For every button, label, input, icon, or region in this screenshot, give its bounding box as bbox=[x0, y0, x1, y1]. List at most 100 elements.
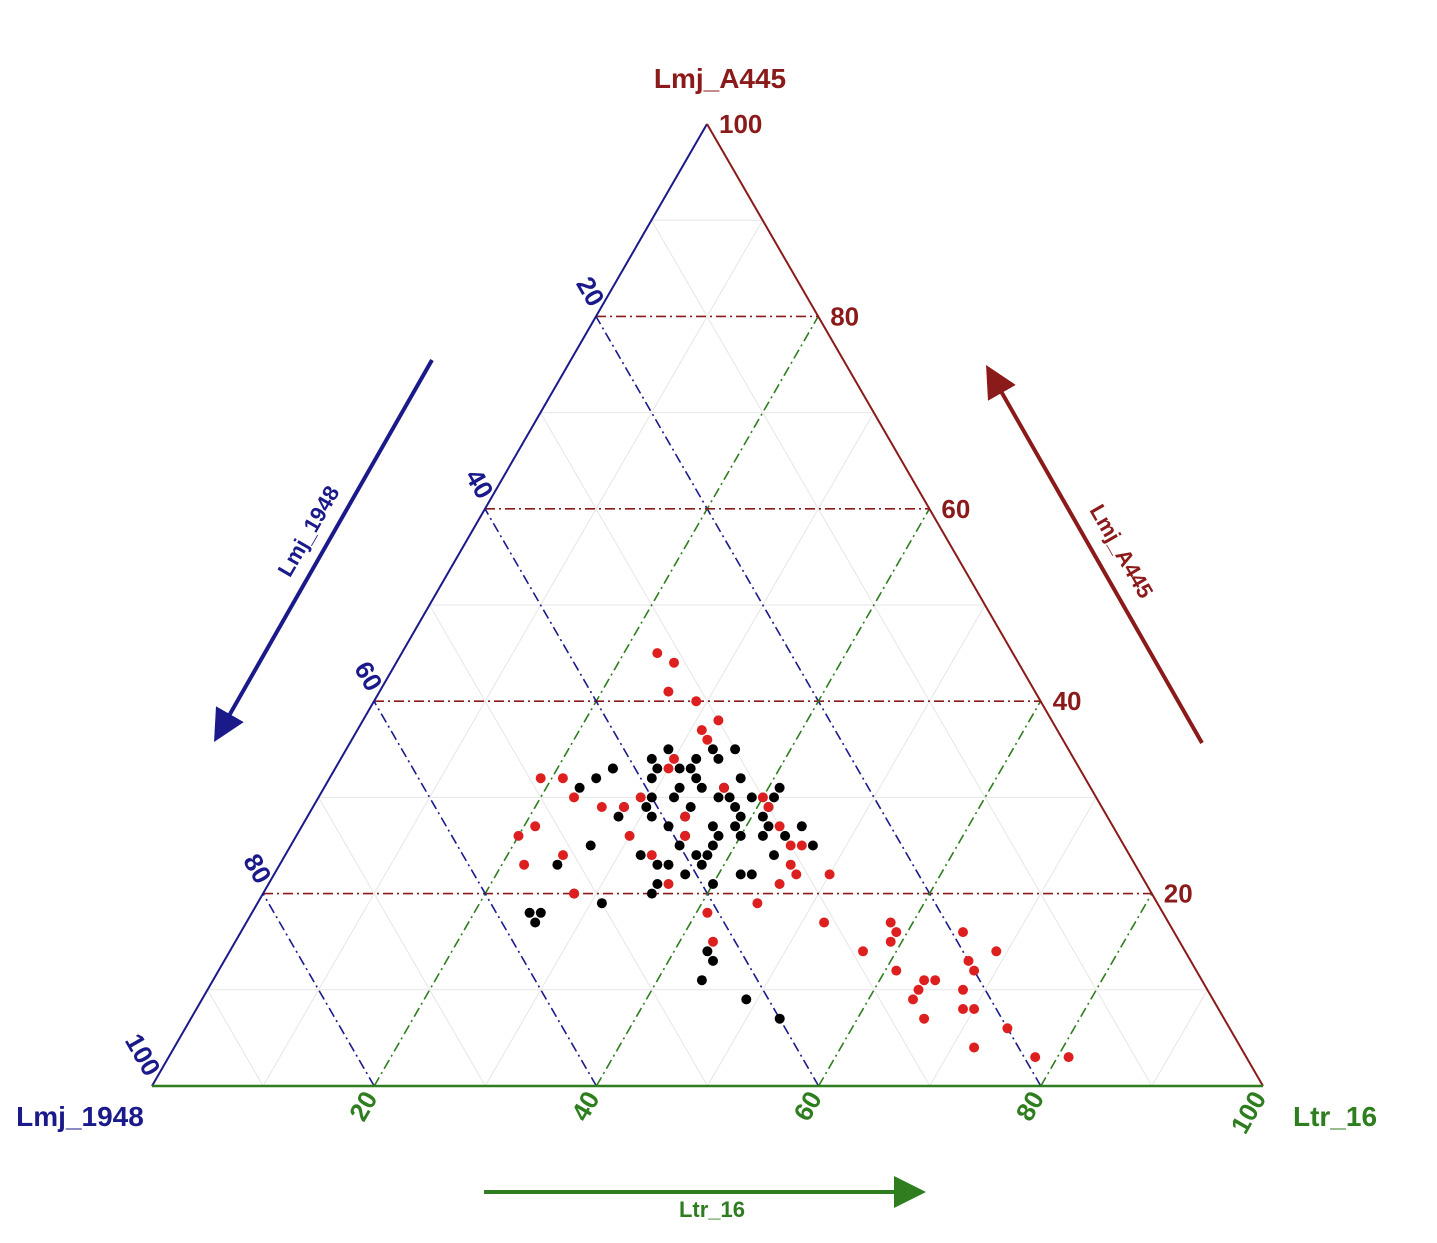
data-point bbox=[513, 830, 524, 841]
data-point bbox=[702, 946, 713, 957]
tick-label: 20 bbox=[1164, 879, 1193, 909]
data-point bbox=[652, 859, 663, 870]
data-point bbox=[708, 879, 718, 889]
data-point bbox=[674, 782, 685, 793]
data-point bbox=[702, 734, 713, 745]
data-point bbox=[908, 994, 918, 1005]
data-point bbox=[646, 792, 657, 803]
data-point bbox=[519, 859, 530, 870]
tick-label: 40 bbox=[1053, 686, 1082, 716]
data-point bbox=[969, 965, 980, 976]
gridline-Ltr_16 bbox=[1040, 893, 1153, 1087]
data-point bbox=[969, 1042, 980, 1053]
tick-label: 60 bbox=[941, 494, 970, 524]
minor-gridline bbox=[429, 604, 708, 1087]
data-point bbox=[885, 917, 896, 928]
data-point bbox=[891, 965, 902, 976]
data-point bbox=[663, 763, 674, 774]
data-point bbox=[708, 936, 718, 947]
minor-gridline bbox=[484, 412, 875, 1087]
data-point bbox=[919, 1013, 930, 1024]
tick-label: 100 bbox=[719, 109, 762, 139]
data-point bbox=[885, 936, 896, 947]
data-point bbox=[735, 811, 746, 822]
data-point bbox=[741, 994, 752, 1005]
data-point bbox=[735, 869, 746, 880]
data-point bbox=[702, 907, 713, 918]
data-point bbox=[691, 753, 702, 764]
data-point bbox=[530, 821, 541, 832]
data-point bbox=[685, 802, 696, 812]
data-point bbox=[680, 811, 691, 822]
data-point bbox=[707, 744, 718, 755]
data-point bbox=[719, 782, 729, 793]
data-point bbox=[696, 725, 707, 736]
data-point bbox=[613, 811, 624, 822]
corner-label-top: Lmj_A445 bbox=[654, 63, 786, 94]
data-point bbox=[708, 955, 718, 966]
data-point bbox=[624, 830, 635, 841]
data-point bbox=[663, 859, 674, 870]
data-point bbox=[991, 946, 1002, 957]
data-point bbox=[669, 792, 679, 803]
tick-label: 100 bbox=[1225, 1086, 1273, 1139]
tick-label: 80 bbox=[830, 301, 859, 331]
data-point bbox=[757, 811, 768, 822]
data-point bbox=[696, 859, 707, 870]
data-point bbox=[530, 917, 541, 928]
tick-label: 60 bbox=[348, 656, 388, 696]
gridline-Lmj_1948 bbox=[484, 508, 820, 1087]
tick-label: 20 bbox=[343, 1086, 383, 1126]
data-point bbox=[730, 821, 741, 832]
data-point bbox=[769, 792, 779, 803]
data-point bbox=[763, 821, 774, 832]
gridline-Ltr_16 bbox=[595, 508, 931, 1087]
gridline-Ltr_16 bbox=[817, 700, 1042, 1087]
data-point bbox=[713, 830, 724, 841]
data-point bbox=[524, 907, 535, 918]
data-point bbox=[591, 773, 602, 784]
data-point bbox=[757, 830, 768, 841]
data-point bbox=[807, 840, 818, 851]
data-point bbox=[558, 850, 568, 861]
data-point bbox=[663, 686, 674, 697]
data-point bbox=[707, 821, 718, 832]
data-point bbox=[652, 879, 663, 889]
data-point bbox=[663, 744, 674, 755]
corner-label-left: Lmj_1948 bbox=[16, 1101, 144, 1132]
data-point bbox=[674, 763, 685, 774]
data-point bbox=[641, 802, 652, 812]
gridline-Lmj_1948 bbox=[373, 700, 598, 1087]
data-point bbox=[691, 696, 702, 707]
data-point bbox=[785, 840, 796, 851]
data-point bbox=[963, 955, 974, 966]
data-point bbox=[713, 715, 724, 726]
minor-gridline bbox=[929, 797, 1097, 1087]
data-point bbox=[569, 888, 580, 899]
data-point bbox=[691, 850, 702, 861]
data-point bbox=[702, 850, 713, 861]
data-point bbox=[746, 792, 757, 803]
data-point bbox=[746, 869, 757, 880]
data-points bbox=[513, 648, 1074, 1063]
data-point bbox=[674, 840, 685, 851]
triangle-frame bbox=[151, 123, 1264, 1088]
data-point bbox=[913, 984, 924, 995]
data-point bbox=[969, 1004, 980, 1014]
data-point bbox=[585, 840, 596, 851]
data-point bbox=[858, 946, 868, 957]
data-point bbox=[696, 975, 707, 986]
gridline-Lmj_1948 bbox=[262, 893, 375, 1087]
arrow-label-Ltr_16: Ltr_16 bbox=[679, 1197, 745, 1222]
data-point bbox=[557, 773, 568, 784]
data-point bbox=[796, 840, 807, 851]
data-point bbox=[735, 830, 746, 841]
data-point bbox=[669, 657, 679, 668]
data-point bbox=[891, 927, 902, 938]
data-point bbox=[791, 869, 802, 880]
tick-label: 60 bbox=[787, 1086, 827, 1126]
data-point bbox=[596, 802, 607, 812]
minor-gridline bbox=[318, 797, 486, 1087]
